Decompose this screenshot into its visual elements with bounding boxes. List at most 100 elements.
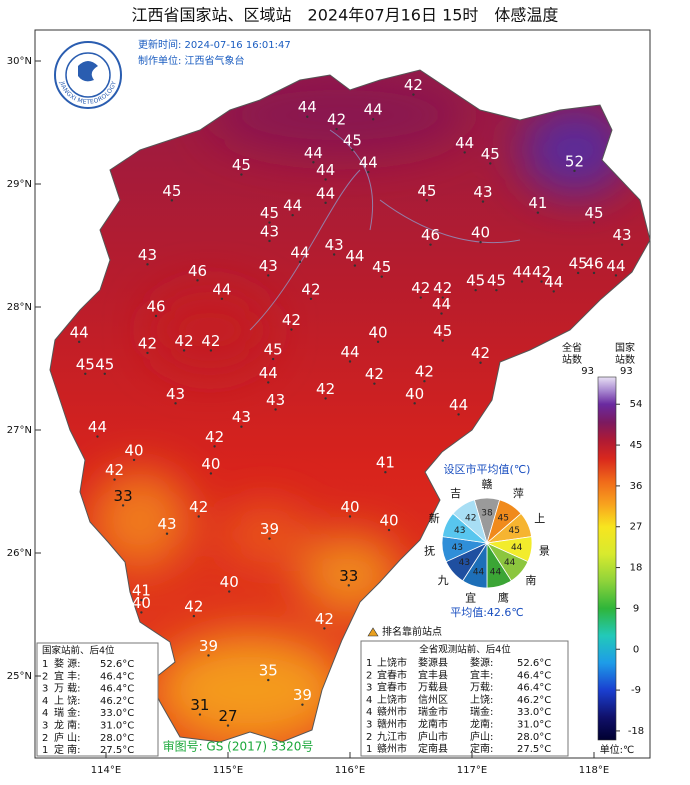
station-value: 44 — [316, 184, 335, 202]
pie-value: 42 — [465, 513, 476, 523]
national-table-cell: 瑞 金: — [54, 706, 81, 719]
station-dot — [592, 271, 596, 275]
station-value: 44 — [449, 396, 468, 414]
station-value: 46 — [584, 254, 603, 272]
pie-category: 南 — [525, 574, 536, 587]
station-dot — [540, 280, 543, 283]
station-value: 42 — [411, 279, 430, 297]
national-table-cell: 31.0°C — [100, 721, 134, 732]
all-table-cell: 上饶市 — [377, 693, 407, 706]
lon-tick-label: 116°E — [335, 765, 365, 776]
station-value: 43 — [613, 226, 632, 244]
all-table-cell: 2 — [366, 670, 372, 681]
station-dot — [113, 478, 116, 481]
station-value: 45 — [372, 258, 391, 276]
logo: JIANGXI METEOROLOGY — [54, 41, 122, 109]
lon-tick-label: 118°E — [579, 765, 609, 776]
station-dot — [441, 296, 444, 299]
lat-tick-label: 28°N — [7, 302, 32, 313]
station-value: 45 — [260, 204, 279, 222]
province-border — [49, 69, 651, 743]
station-dot — [323, 627, 326, 630]
colorbar-tick-label: 18 — [630, 563, 643, 574]
national-table-cell: 3 — [42, 684, 48, 695]
station-dot — [419, 296, 422, 299]
station-dot — [552, 290, 555, 293]
station-value: 40 — [369, 323, 388, 341]
station-dot — [240, 425, 243, 428]
all-table-cell: 46.2°C — [517, 695, 551, 706]
station-value: 44 — [259, 364, 278, 382]
station-dot — [348, 515, 352, 518]
station-value: 42 — [471, 344, 490, 362]
all-table-cell: 46.4°C — [517, 670, 551, 681]
station-dot — [413, 402, 416, 405]
station-value: 42 — [189, 498, 208, 516]
station-value: 43 — [266, 391, 285, 409]
colorbar-tick-label: -18 — [628, 726, 644, 737]
all-table-cell: 赣州市 — [377, 742, 407, 755]
all-table-cell: 龙南: — [470, 718, 493, 731]
station-dot — [209, 472, 213, 475]
station-value: 42 — [327, 111, 346, 129]
station-dot — [440, 312, 443, 315]
all-table-cell: 1 — [366, 658, 372, 669]
station-value: 43 — [473, 183, 492, 201]
station-value: 44 — [304, 144, 323, 162]
station-value: 39 — [260, 520, 279, 538]
pie-category: 赣 — [482, 477, 493, 491]
station-value: 42 — [404, 76, 423, 94]
station-value: 44 — [290, 243, 309, 261]
all-table-cell: 庐山市 — [418, 730, 448, 743]
station-dot — [268, 537, 271, 540]
station-value: 43 — [260, 222, 279, 240]
station-dot — [271, 357, 275, 361]
all-table-title: 全省观测站前、后4位 — [419, 644, 511, 656]
station-value: 44 — [316, 161, 335, 179]
pie-category: 萍 — [513, 487, 524, 500]
station-count-label: 站数 — [615, 353, 635, 366]
station-dot — [306, 115, 309, 118]
station-value: 41 — [132, 582, 151, 600]
all-table-cell: 4 — [366, 695, 372, 706]
station-dot — [301, 703, 304, 706]
station-value: 45 — [481, 145, 500, 163]
station-value: 42 — [433, 279, 452, 297]
station-value: 40 — [201, 455, 220, 473]
all-table-cell: 1 — [366, 744, 372, 755]
station-value: 42 — [201, 332, 220, 350]
national-table-cell: 33.0°C — [100, 708, 134, 719]
station-dot — [228, 590, 231, 593]
station-dot — [481, 200, 485, 203]
station-dot — [226, 724, 230, 727]
station-value: 45 — [569, 254, 588, 272]
colorbar-tick-label: 45 — [630, 440, 643, 451]
station-dot — [353, 264, 357, 267]
all-table-cell: 万载县 — [418, 682, 448, 694]
station-dot — [324, 201, 327, 205]
station-value: 42 — [105, 461, 124, 479]
station-dot — [182, 349, 186, 352]
lat-tick-label: 29°N — [7, 179, 32, 190]
all-table-cell: 定南: — [470, 742, 493, 755]
lat-tick-label: 30°N — [7, 56, 32, 67]
station-value: 41 — [376, 454, 395, 472]
all-table-cell: 4 — [366, 707, 372, 718]
national-table-cell: 婺 源: — [54, 657, 81, 670]
station-dot — [298, 260, 302, 264]
all-table-cell: 瑞金市 — [418, 705, 448, 718]
station-value: 44 — [432, 295, 451, 313]
station-value: 45 — [232, 156, 251, 174]
station-value: 39 — [199, 637, 218, 655]
pie-value: 44 — [473, 567, 485, 577]
station-value: 42 — [415, 363, 434, 381]
station-dot — [165, 532, 169, 535]
pie-slice — [452, 499, 488, 545]
all-table-cell: 赣州市 — [377, 705, 407, 718]
all-table-cell: 龙南市 — [418, 718, 448, 731]
station-value: 43 — [157, 515, 176, 533]
pie-value: 44 — [490, 567, 502, 577]
lat-tick-label: 25°N — [7, 671, 32, 682]
station-dot — [268, 221, 271, 224]
